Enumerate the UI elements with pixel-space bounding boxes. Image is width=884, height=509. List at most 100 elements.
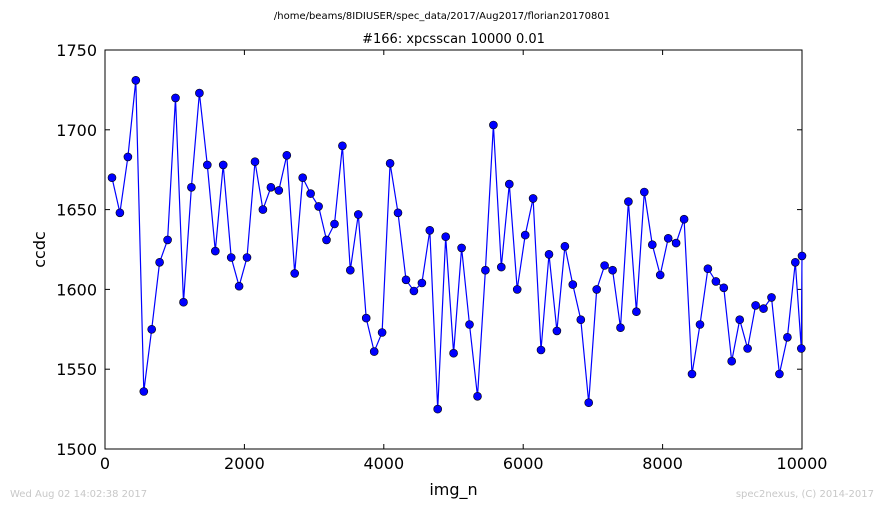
data-point <box>759 304 768 313</box>
plot-area <box>104 49 803 450</box>
data-point <box>322 235 331 245</box>
file-path-header: /home/beams/8IDIUSER/spec_data/2017/Aug2… <box>274 11 610 22</box>
data-point <box>743 344 752 353</box>
y-tick-label: 1750 <box>56 41 97 60</box>
data-point <box>361 313 371 323</box>
data-point <box>584 398 594 408</box>
data-point <box>719 283 729 293</box>
data-point <box>131 76 141 85</box>
data-point <box>528 194 538 203</box>
data-point <box>600 261 609 270</box>
data-point <box>552 326 562 336</box>
data-point <box>711 277 721 286</box>
data-point <box>520 230 530 240</box>
data-point <box>298 173 308 182</box>
x-tick-label: 8000 <box>642 454 683 473</box>
data-point <box>536 345 546 355</box>
y-tick-label: 1600 <box>56 280 97 299</box>
x-tick-label: 4000 <box>363 454 404 473</box>
data-point <box>441 232 451 241</box>
data-point <box>218 160 228 170</box>
data-point <box>504 179 514 189</box>
y-axis-label: ccdc <box>30 231 49 268</box>
data-point <box>338 141 347 151</box>
x-tick-labels: 0 2000 4000 6000 8000 10000 <box>100 454 828 473</box>
data-point <box>775 369 784 379</box>
y-tick-label: 1650 <box>56 201 97 220</box>
data-point <box>679 214 689 224</box>
y-tick-labels: 1500 1550 1600 1650 1700 1750 <box>56 41 97 459</box>
data-point <box>767 293 776 302</box>
data-point <box>616 323 625 333</box>
y-tick-label: 1500 <box>56 440 97 459</box>
data-point <box>385 159 395 168</box>
data-point <box>417 278 427 288</box>
data-point <box>735 315 745 325</box>
data-point <box>512 285 522 294</box>
data-point <box>107 173 117 182</box>
y-tick-label: 1700 <box>56 121 97 140</box>
series-markers <box>107 76 807 414</box>
data-point <box>655 270 665 280</box>
data-point <box>115 208 125 218</box>
data-point <box>425 226 435 235</box>
data-point <box>544 250 554 259</box>
data-point <box>195 88 204 98</box>
data-point <box>330 219 339 229</box>
data-point <box>211 246 220 256</box>
data-point <box>671 238 681 248</box>
x-axis-label: img_n <box>429 480 477 500</box>
data-point <box>465 320 474 329</box>
data-point <box>687 369 697 379</box>
data-point <box>401 275 411 285</box>
x-tick-label: 0 <box>100 454 110 473</box>
y-tick-label: 1550 <box>56 360 97 379</box>
data-point <box>345 265 355 275</box>
data-point <box>266 183 276 192</box>
data-point <box>489 120 498 130</box>
x-tick-label: 2000 <box>224 454 265 473</box>
data-point <box>163 235 172 245</box>
data-point <box>473 391 482 401</box>
data-point <box>568 280 578 289</box>
data-point <box>433 404 443 414</box>
data-point <box>663 234 673 243</box>
data-point <box>226 253 236 262</box>
data-point <box>314 202 323 211</box>
footer-credit: spec2nexus, (C) 2014-2017 <box>736 489 874 500</box>
data-point <box>409 286 419 296</box>
data-point <box>258 205 268 214</box>
data-point <box>639 187 649 197</box>
data-point <box>377 328 387 337</box>
data-point <box>790 257 800 267</box>
data-point <box>496 262 506 272</box>
data-point <box>695 320 705 329</box>
data-point <box>783 332 792 342</box>
data-point <box>203 160 212 170</box>
data-point <box>560 242 570 251</box>
data-point <box>139 387 149 396</box>
data-point <box>393 208 403 218</box>
data-point <box>751 301 760 310</box>
data-point <box>703 264 713 274</box>
data-point <box>632 307 641 317</box>
data-point <box>155 257 164 267</box>
data-point <box>449 348 458 358</box>
data-point <box>242 253 252 262</box>
data-point <box>274 186 284 195</box>
data-point <box>647 240 657 249</box>
data-point <box>797 251 807 261</box>
data-point <box>576 315 586 325</box>
data-point <box>592 285 602 294</box>
data-point <box>171 93 180 103</box>
data-point <box>179 297 188 307</box>
data-point <box>250 157 260 166</box>
axis-ticks <box>104 49 803 450</box>
data-point <box>796 344 806 353</box>
data-point <box>608 265 617 275</box>
x-tick-label: 10000 <box>777 454 828 473</box>
data-point <box>306 189 315 198</box>
data-point <box>369 347 379 356</box>
footer-timestamp: Wed Aug 02 14:02:38 2017 <box>10 489 147 500</box>
